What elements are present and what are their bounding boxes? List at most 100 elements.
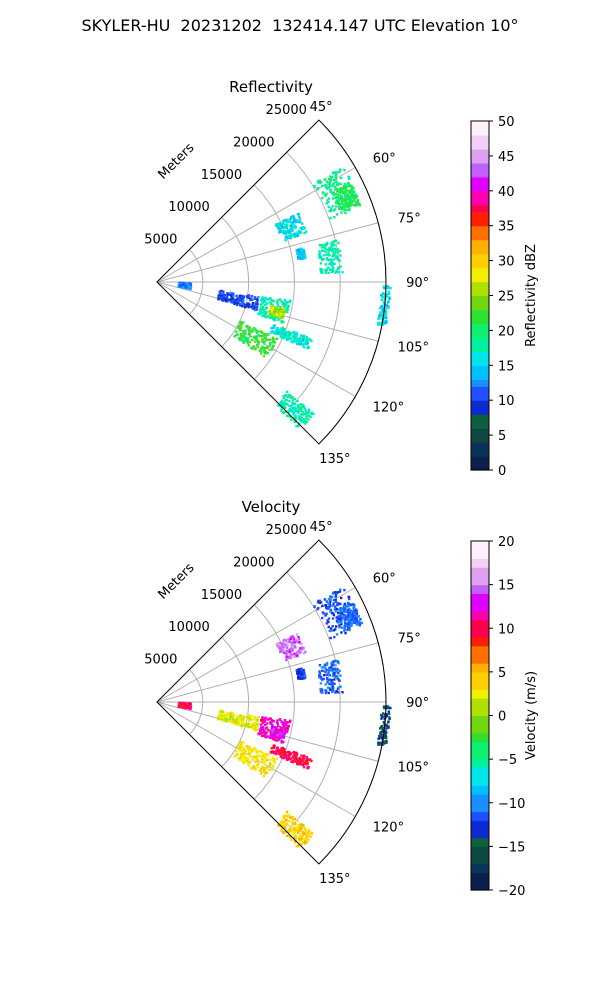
echo-gate	[292, 750, 296, 754]
echo-gate	[179, 284, 182, 287]
echo-gate	[304, 829, 307, 832]
echo-gate	[338, 602, 341, 605]
echo-gate	[319, 675, 323, 678]
echo-gate	[294, 402, 297, 406]
echo-gate	[322, 257, 325, 261]
echo-gate	[259, 728, 262, 731]
echo-gate	[281, 755, 284, 759]
echo-gate	[259, 723, 262, 726]
colorbar-tick-label: 15	[498, 579, 515, 594]
echo-gate	[177, 285, 180, 288]
colorbar-band	[471, 162, 489, 171]
echo-gate	[237, 719, 240, 722]
echo-gate	[236, 717, 239, 720]
colorbar-band	[471, 190, 489, 199]
echo-gate	[284, 334, 287, 338]
echo-gate	[338, 626, 341, 629]
echo-gate	[353, 203, 356, 206]
echo-gate	[343, 624, 346, 628]
echo-gate	[326, 258, 329, 261]
echo-gate	[226, 300, 229, 303]
echo-gate	[305, 417, 308, 420]
echo-gate	[276, 734, 279, 737]
echo-gate	[268, 313, 272, 316]
echo-gate	[282, 815, 285, 818]
echo-gate	[284, 410, 287, 413]
echo-gate	[275, 728, 278, 731]
echo-gate	[268, 768, 271, 772]
echo-gate	[257, 761, 260, 764]
echo-gate	[292, 639, 295, 642]
echo-gate	[297, 635, 300, 639]
echo-gate	[355, 614, 358, 617]
echo-gate	[343, 206, 346, 209]
echo-gate	[378, 727, 382, 730]
echo-gate	[298, 418, 301, 421]
echo-gate	[279, 749, 282, 752]
echo-gate	[245, 303, 249, 307]
echo-gate	[269, 342, 272, 345]
echo-gate	[184, 705, 187, 709]
echo-gate	[282, 220, 285, 224]
echo-gate	[247, 725, 250, 729]
echo-gate	[330, 679, 333, 682]
echo-gate	[257, 341, 260, 344]
colorbar-band	[471, 863, 489, 874]
echo-gate	[184, 703, 187, 706]
echo-gate	[288, 819, 291, 823]
echo-gate	[182, 703, 186, 706]
echo-gate	[296, 759, 299, 762]
echo-gate	[343, 619, 346, 623]
echo-gate	[270, 327, 273, 330]
echo-gate	[383, 718, 386, 721]
echo-gate	[336, 267, 340, 271]
echo-gate	[334, 239, 338, 242]
echo-gate	[285, 751, 288, 754]
echo-gate	[277, 738, 280, 742]
echo-gate	[291, 818, 295, 822]
echo-gate	[331, 625, 334, 628]
echo-gate	[234, 334, 237, 338]
echo-gate	[350, 202, 353, 205]
echo-gate	[267, 315, 270, 318]
echo-gate	[309, 415, 312, 418]
echo-gate	[325, 269, 328, 273]
echo-gate	[235, 303, 239, 307]
echo-gate	[342, 613, 346, 617]
echo-gate	[302, 824, 305, 827]
echo-gate	[296, 845, 299, 848]
echo-gate	[305, 759, 308, 763]
echo-gate	[387, 290, 390, 293]
echo-gate	[381, 295, 384, 299]
echo-gate	[335, 593, 338, 596]
echo-gate	[329, 686, 332, 690]
echo-gate	[289, 235, 293, 239]
echo-gate	[287, 304, 290, 307]
echo-gate	[325, 243, 329, 246]
echo-gate	[286, 758, 289, 761]
echo-gate	[254, 760, 257, 763]
echo-gate	[318, 244, 322, 247]
colorbar-band	[471, 211, 489, 220]
echo-gate	[301, 674, 304, 678]
echo-gate	[286, 823, 289, 826]
echo-gate	[290, 418, 293, 421]
echo-gate	[309, 338, 312, 341]
echo-gate	[380, 314, 383, 318]
echo-gate	[235, 301, 238, 304]
echo-gate	[289, 337, 293, 340]
echo-gate	[379, 312, 382, 316]
echo-gate	[247, 344, 250, 347]
echo-gate	[318, 601, 322, 604]
echo-gate	[324, 193, 328, 197]
echo-gate	[348, 204, 351, 207]
azimuth-tick-label: 60°	[373, 151, 396, 166]
echo-gate	[297, 638, 301, 641]
chart-panel-reflectivity: Reflectivity500010000150002000025000Mete…	[144, 78, 539, 479]
echo-gate	[351, 192, 354, 195]
echo-gate	[261, 716, 264, 719]
echo-gate	[345, 198, 348, 201]
echo-gate	[289, 217, 293, 220]
echo-gate	[333, 258, 336, 261]
echo-gate	[337, 686, 340, 689]
